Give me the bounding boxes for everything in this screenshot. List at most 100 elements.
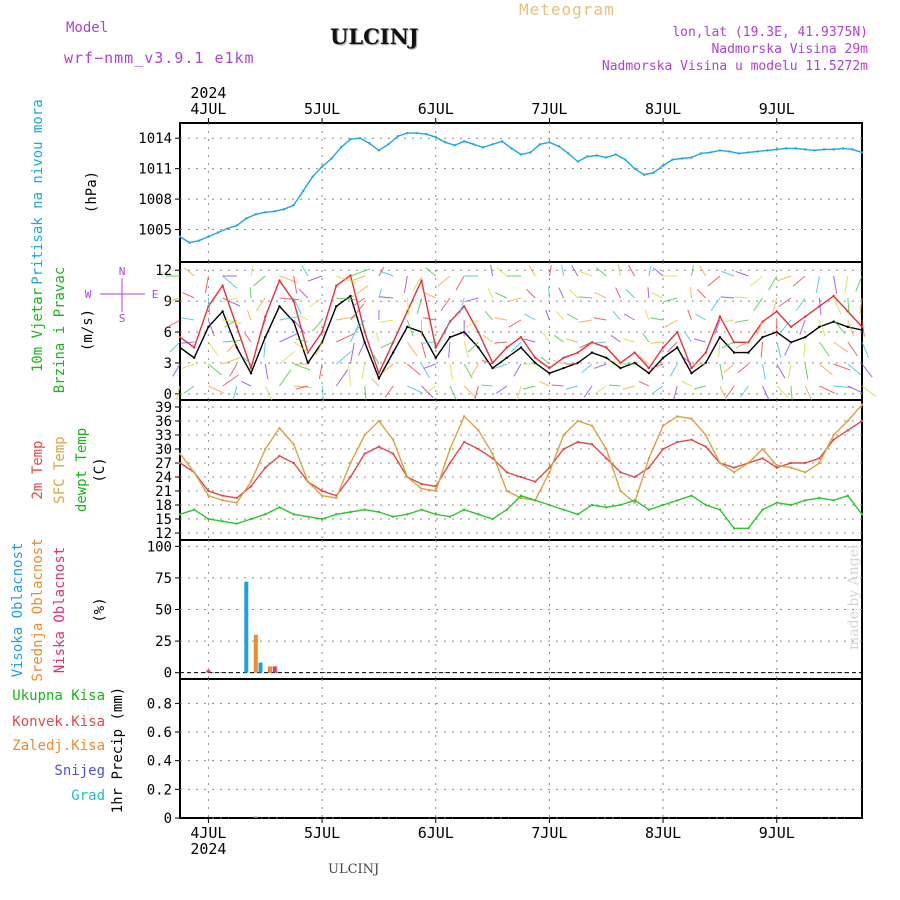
temperature-series-t2m: [179, 420, 863, 499]
temperature-point-sfc: [590, 424, 594, 427]
pressure-point-pressure: [444, 141, 447, 144]
pressure-point-pressure: [339, 146, 343, 149]
wind-direction-arrow: [681, 380, 692, 387]
wind-direction-arrow: [263, 341, 266, 358]
wind-point-gust: [363, 330, 366, 334]
temperature-point-dewpt: [576, 513, 580, 516]
wind-point-wind_speed: [207, 325, 210, 329]
mid-cloud-axis-title: Srednja Oblacnost: [30, 538, 46, 681]
pressure-point-pressure: [822, 148, 826, 151]
wind-direction-arrow: [833, 341, 849, 353]
temperature-ytick-label: 18: [155, 498, 172, 514]
wind-point-wind_speed: [391, 351, 395, 354]
wind-direction-arrow: [301, 265, 309, 277]
temperature-point-sfc: [732, 471, 736, 474]
temperature-ytick-label: 36: [155, 414, 172, 430]
wind-direction-arrow: [594, 292, 607, 299]
wind-ytick-label: 0: [164, 387, 172, 403]
wind-direction-arrow: [553, 334, 564, 343]
temperature-point-t2m: [860, 419, 864, 423]
temperature-point-t2m: [349, 475, 352, 479]
wind-direction-arrow: [249, 287, 252, 299]
wind-direction-arrow: [642, 332, 650, 343]
temperature-point-sfc: [306, 480, 310, 483]
temperature-point-t2m: [732, 466, 736, 469]
cloud-ytick-label: 100: [147, 539, 172, 555]
wind-direction-arrow: [336, 333, 355, 343]
wind-direction-arrow: [463, 341, 469, 358]
bottom-day-label: 5JUL: [304, 824, 340, 842]
temperature-point-t2m: [235, 496, 239, 500]
wind-direction-arrow: [815, 275, 820, 293]
wind-point-wind_speed: [718, 335, 722, 339]
top-day-label: 6JUL: [418, 100, 454, 118]
wind-direction-arrow: [847, 385, 864, 394]
pressure-point-pressure: [775, 148, 778, 151]
wind-direction-arrow: [222, 339, 242, 343]
wind-direction-arrow: [696, 289, 707, 299]
pressure-point-pressure: [623, 158, 627, 161]
wind-direction-arrow: [293, 297, 302, 315]
temperature-point-t2m: [633, 475, 636, 479]
wind-direction-arrow: [229, 363, 238, 377]
temperature-point-dewpt: [789, 503, 793, 507]
wind-point-wind_speed: [818, 325, 821, 329]
wind-direction-arrow: [638, 380, 650, 387]
wind-direction-arrow: [295, 338, 309, 343]
temperature-point-dewpt: [590, 503, 594, 507]
wind-direction-arrow: [539, 380, 550, 387]
temperature-point-t2m: [477, 447, 480, 451]
wind-direction-arrow: [264, 363, 269, 380]
temperature-point-t2m: [207, 489, 210, 493]
wind-direction-arrow: [855, 275, 863, 292]
wind-direction-arrow: [264, 385, 273, 401]
compass-e-label: E: [152, 288, 159, 301]
wind-direction-arrow: [379, 319, 394, 323]
wind-point-wind_speed: [846, 325, 849, 329]
temperature-point-dewpt: [661, 503, 665, 507]
wind-axis-title: 10m Vjetar: [30, 288, 46, 372]
wind-point-wind_speed: [548, 372, 551, 375]
wind-direction-arrow: [718, 341, 721, 358]
precip-ytick-label: 0.2: [147, 782, 172, 798]
pressure-point-pressure: [235, 224, 239, 227]
wind-direction-arrow: [507, 297, 522, 303]
wind-direction-arrow: [208, 363, 222, 376]
pressure-point-pressure: [699, 152, 703, 155]
wind-direction-arrow: [293, 275, 298, 294]
wind-direction-arrow: [737, 363, 749, 374]
wind-direction-arrow: [760, 341, 764, 358]
wind-direction-arrow: [336, 297, 357, 301]
wind-direction-arrow: [352, 297, 365, 308]
wind-direction-arrow: [617, 264, 621, 277]
wind-direction-arrow: [207, 297, 211, 316]
wind-direction-arrow: [699, 265, 707, 277]
temperature-point-dewpt: [633, 499, 636, 502]
wind-direction-arrow: [720, 296, 735, 299]
temperature-point-dewpt: [747, 527, 750, 530]
cloud-bar-high_cloud: [244, 581, 249, 673]
wind-direction-arrow: [470, 363, 479, 377]
pressure-point-pressure: [320, 165, 324, 168]
wind-direction-arrow: [861, 341, 869, 358]
model-elevation-label: Nadmorska Visina u modelu 11.5272m: [601, 59, 868, 74]
pressure-point-pressure: [709, 151, 712, 154]
temperature-point-t2m: [775, 466, 778, 469]
wind-point-wind_speed: [647, 372, 651, 375]
pressure-point-pressure: [292, 203, 295, 207]
wind-direction-arrow: [172, 363, 181, 377]
wind-direction-arrow: [734, 296, 749, 299]
wind-direction-arrow: [490, 264, 494, 277]
wind-point-gust: [704, 351, 707, 354]
wind-point-wind_speed: [676, 346, 679, 349]
temperature-ytick-label: 12: [155, 526, 172, 542]
wind-direction-arrow: [425, 267, 437, 277]
wind-direction-arrow: [548, 265, 552, 277]
wind-direction-arrow: [375, 332, 380, 343]
wind-direction-arrow: [735, 270, 749, 277]
precip-ytick-label: 0.6: [147, 725, 172, 741]
wind-direction-arrow: [847, 341, 859, 357]
wind-direction-arrow: [734, 319, 749, 323]
cloud-bar-mid_cloud: [267, 666, 272, 673]
pressure-point-pressure: [472, 143, 475, 146]
